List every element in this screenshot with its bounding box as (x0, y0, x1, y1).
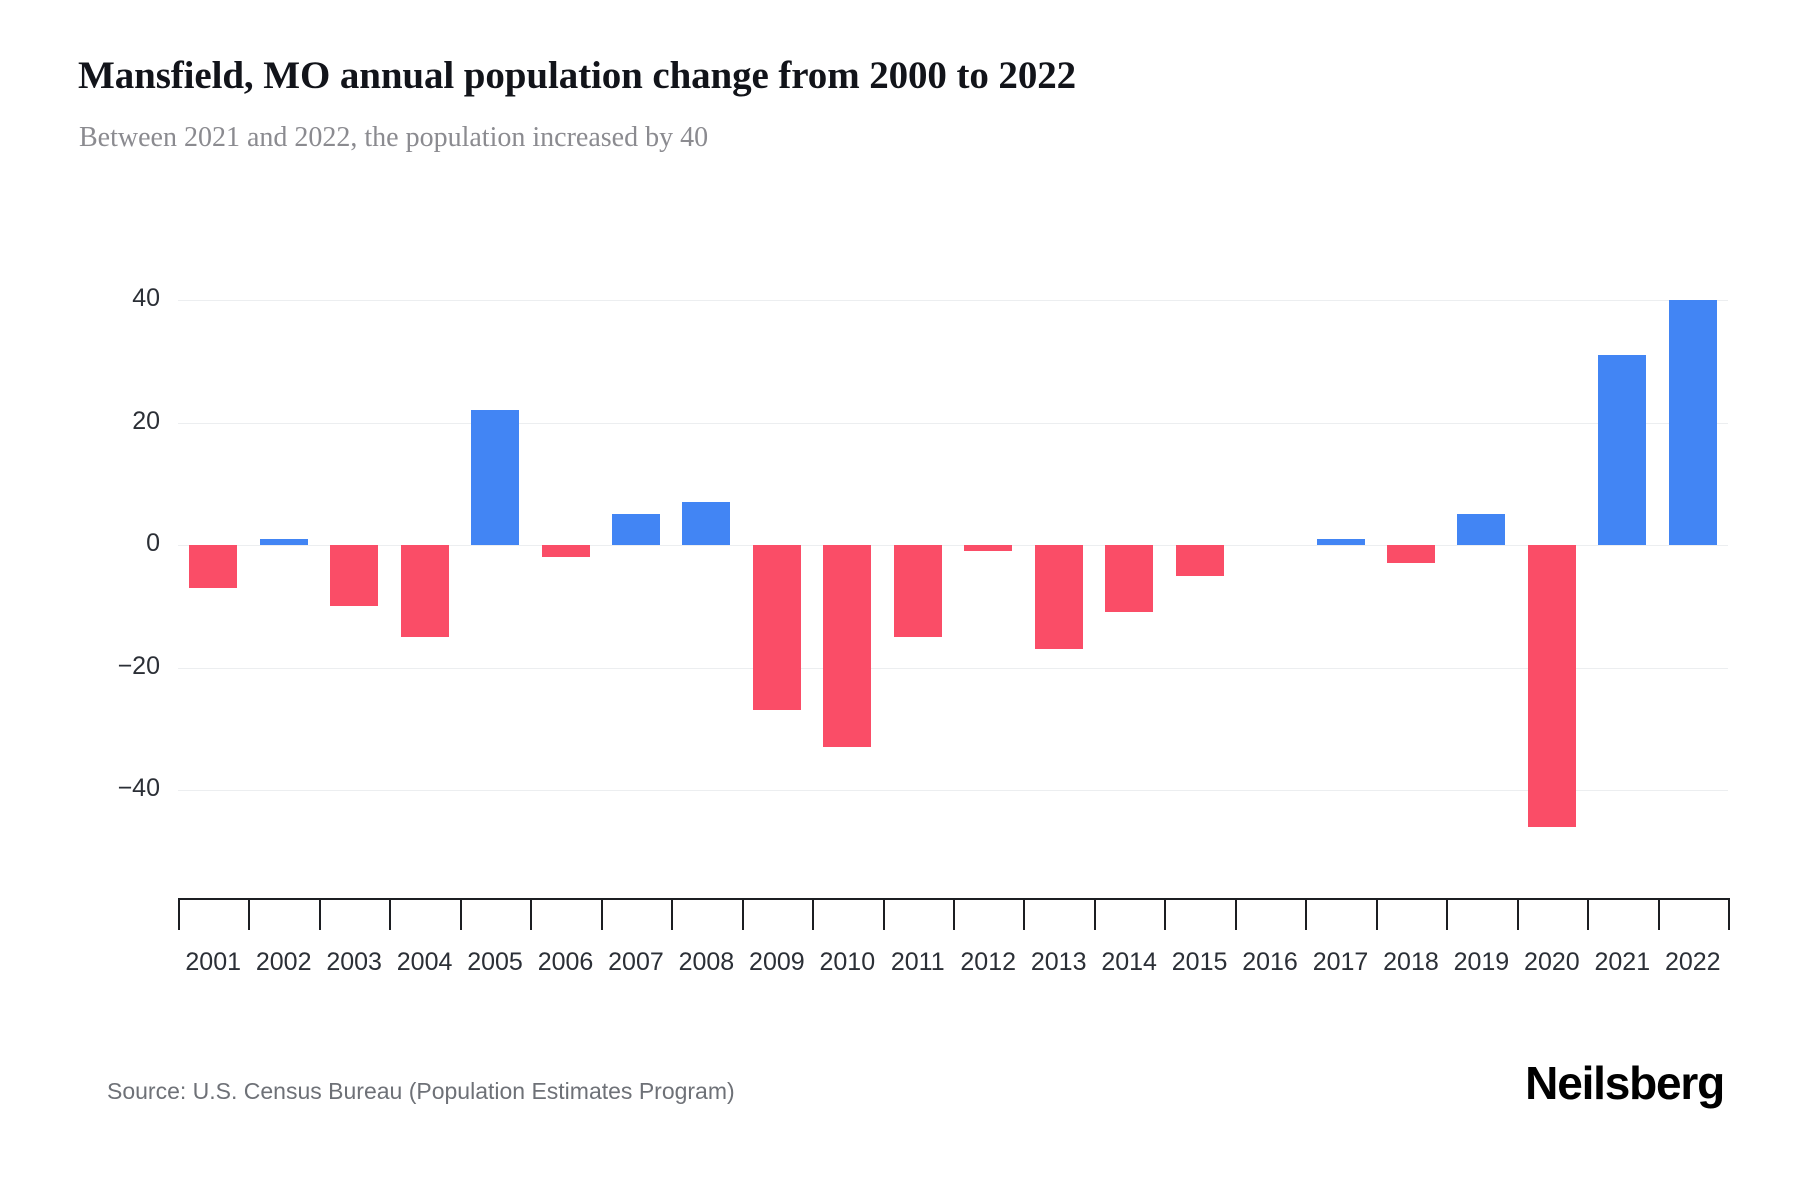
x-axis-tick (812, 898, 815, 930)
gridline--20 (178, 667, 1728, 669)
x-axis-tick (600, 898, 603, 930)
chart-subtitle: Between 2021 and 2022, the population in… (79, 122, 709, 153)
x-axis-tick (1375, 898, 1378, 930)
x-axis-tick (1234, 898, 1237, 930)
x-axis-tick (741, 898, 744, 930)
bar[interactable] (1175, 545, 1224, 576)
bar[interactable] (752, 545, 801, 711)
bar[interactable] (471, 410, 520, 545)
x-axis-tick (389, 898, 392, 930)
bar[interactable] (1105, 545, 1154, 613)
page-title: Mansfield, MO annual population change f… (78, 54, 1077, 97)
x-axis-tick (1305, 898, 1308, 930)
gridline-20 (178, 422, 1728, 424)
gridline--40 (178, 790, 1728, 791)
x-axis-tick-label: 2002 (255, 948, 312, 976)
bar[interactable] (189, 545, 238, 588)
x-axis-tick-label: 2017 (1312, 948, 1369, 976)
x-axis-tick (1446, 898, 1449, 930)
source-note: Source: U.S. Census Bureau (Population E… (107, 1078, 735, 1104)
x-axis-tick-label: 2021 (1594, 948, 1651, 976)
x-axis-tick-label: 2011 (890, 948, 945, 976)
x-axis-tick (178, 898, 180, 930)
y-axis-tick-label: −20 (117, 651, 160, 680)
x-axis-tick-label: 2007 (608, 948, 664, 976)
x-axis-tick-label: 2005 (467, 948, 523, 976)
x-axis-tick (318, 898, 321, 930)
x-axis-tick-label: 2010 (819, 948, 876, 976)
x-axis-tick-label: 2001 (185, 948, 242, 976)
x-axis-tick-label: 2013 (1030, 948, 1087, 976)
x-axis-tick-label: 2022 (1664, 948, 1721, 976)
bar[interactable] (1598, 355, 1647, 545)
bar[interactable] (330, 545, 379, 607)
bar[interactable] (1034, 545, 1083, 650)
x-axis-tick-label: 2015 (1171, 948, 1228, 976)
gridline-40 (178, 300, 1728, 301)
x-axis-tick-label: 2004 (396, 948, 453, 976)
x-axis-tick (248, 898, 251, 930)
bar[interactable] (1668, 300, 1717, 545)
bar[interactable] (400, 545, 449, 637)
x-axis-tick (671, 898, 674, 930)
x-axis-tick (1657, 898, 1660, 930)
bar[interactable] (893, 545, 942, 637)
bar[interactable] (1386, 545, 1435, 564)
y-axis-tick-label: 40 (132, 284, 160, 312)
x-axis-tick (1093, 898, 1096, 930)
bar[interactable] (611, 514, 660, 545)
bar[interactable] (541, 545, 590, 558)
x-axis-tick-label: 2014 (1101, 948, 1157, 976)
bar[interactable] (259, 538, 308, 545)
x-axis-tick-label: 2016 (1242, 948, 1298, 976)
bar[interactable] (1527, 545, 1576, 827)
x-axis-tick (1587, 898, 1590, 930)
x-axis-tick-label: 2020 (1524, 948, 1580, 976)
bar[interactable] (964, 545, 1013, 552)
brand-logo: Neilsberg (1525, 1057, 1725, 1109)
x-axis-tick (882, 898, 885, 930)
x-axis-tick (953, 898, 955, 930)
y-axis-tick-label: 0 (146, 529, 160, 557)
x-axis-tick-label: 2003 (326, 948, 382, 976)
x-axis-tick (1728, 898, 1730, 930)
bar-series (178, 270, 1728, 898)
x-axis-tick-label: 2006 (537, 948, 594, 976)
x-axis-tick (1516, 898, 1519, 930)
x-axis-tick-label: 2009 (749, 948, 805, 976)
x-axis-tick-label: 2012 (960, 948, 1017, 976)
x-axis-tick (1023, 898, 1026, 930)
plot-area (178, 270, 1728, 898)
y-axis-tick-label: 20 (132, 406, 160, 435)
x-axis-tick (530, 898, 533, 930)
bar[interactable] (1457, 514, 1506, 545)
gridline-0 (178, 545, 1728, 546)
x-axis-tick-label: 2019 (1453, 948, 1510, 976)
bar[interactable] (823, 545, 872, 748)
x-axis-tick (459, 898, 462, 930)
x-axis-tick-label: 2008 (678, 948, 735, 976)
x-axis-tick (1164, 898, 1167, 930)
x-axis-tick-label: 2018 (1383, 948, 1439, 976)
bar[interactable] (1316, 538, 1365, 545)
bar[interactable] (682, 502, 731, 545)
y-axis-tick-label: −40 (117, 774, 160, 802)
